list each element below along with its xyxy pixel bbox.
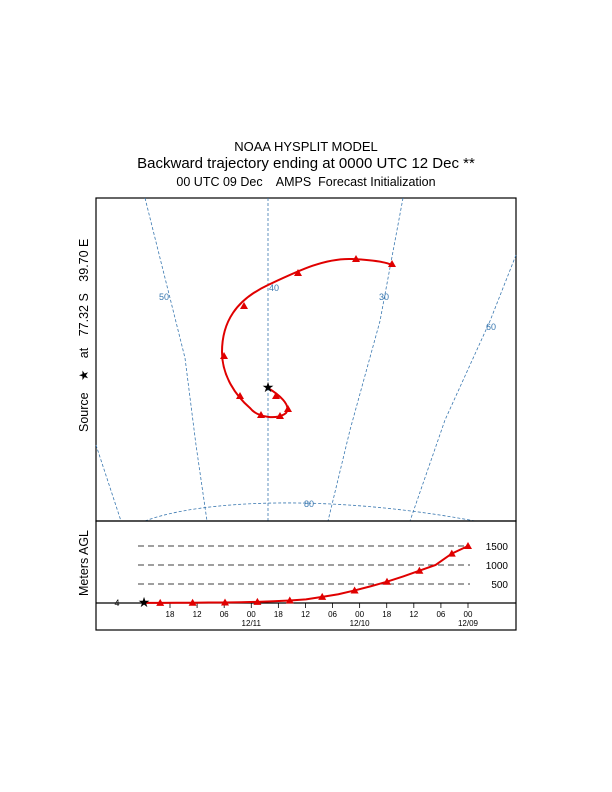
height-tick-labels: 1500 1000 500 — [486, 542, 509, 591]
map-grid-label: 60 — [486, 322, 496, 332]
trajectory-path — [220, 257, 393, 419]
trajectory-marker — [257, 411, 265, 418]
map-grid-line — [95, 444, 122, 522]
trajectory-marker — [240, 302, 248, 309]
height-marker — [285, 596, 294, 604]
height-marker — [221, 598, 229, 606]
chart-meta: 00 UTC 09 Dec AMPS Forecast Initializati… — [176, 175, 436, 189]
height-x-hour-label: 18 — [382, 610, 391, 619]
source-star-glyph: ★ — [76, 370, 91, 381]
source-lat: 77.32 S — [77, 293, 91, 336]
svg-text:Source ★ at: Source ★ at 77.32 S 39.70 E — [76, 239, 91, 432]
trajectory-marker — [294, 269, 302, 276]
map-grid-label: 40 — [269, 283, 279, 293]
height-x-hour-label: 12 — [301, 610, 310, 619]
map-grid-label: 50 — [159, 292, 169, 302]
source-label-at: at — [77, 347, 91, 358]
trajectory-marker — [236, 392, 244, 399]
trajectory — [220, 255, 396, 419]
height-x-date-label: 12/09 — [458, 619, 479, 628]
map-grid — [95, 197, 517, 522]
height-marker — [253, 597, 262, 605]
source-label: Source ★ at 77.32 S 39.70 E — [76, 239, 91, 432]
chart-title: NOAA HYSPLIT MODEL — [234, 139, 378, 154]
height-ylabel: Meters AGL — [77, 530, 91, 596]
height-x-hour-label: 06 — [328, 610, 337, 619]
height-tick-label: 500 — [491, 580, 508, 591]
height-marker — [318, 592, 327, 600]
source-label-prefix: Source — [77, 392, 91, 432]
height-source-star-icon: ★ — [138, 595, 151, 611]
trajectory-marker — [220, 352, 228, 359]
height-x-hour-label: 00 — [464, 610, 473, 619]
map-frame — [95, 197, 517, 522]
height-ylabel-text: Meters AGL — [77, 530, 91, 596]
height-x-hour-label: 12 — [409, 610, 418, 619]
height-x-date-label: 12/10 — [350, 619, 371, 628]
height-marker — [156, 598, 165, 606]
height-x-hour-label: 18 — [274, 610, 283, 619]
trajectory-marker — [276, 412, 284, 419]
height-marker — [415, 566, 424, 574]
height-gridlines — [138, 545, 470, 585]
trajectory-marker — [352, 255, 360, 262]
height-x-hour-label: 12 — [193, 610, 202, 619]
height-x-hour-label: 18 — [166, 610, 175, 619]
height-marker — [188, 598, 197, 606]
height-x-hour-label: 00 — [355, 610, 364, 619]
height-tick-label: 1000 — [486, 561, 509, 572]
source-marker: ★ — [262, 380, 275, 396]
height-tick-label: 1500 — [486, 542, 509, 553]
trajectory-marker — [272, 392, 280, 399]
map-grid-label: 30 — [379, 292, 389, 302]
height-x-hour-label: 00 — [247, 610, 256, 619]
height-series — [144, 542, 472, 606]
map-grid-line — [144, 502, 476, 522]
height-marker — [447, 549, 456, 557]
height-frame — [95, 520, 517, 631]
height-marker — [383, 577, 391, 585]
height-y-axis-value: 4 — [114, 598, 119, 608]
map-grid-line — [144, 197, 208, 522]
map-panel: 50 40 30 60 80 ★ — [95, 197, 517, 522]
height-marker — [350, 586, 359, 594]
map-grid-labels: 50 40 30 60 80 — [159, 283, 496, 509]
map-grid-line — [327, 197, 404, 522]
height-x-hour-label: 06 — [220, 610, 229, 619]
source-lon: 39.70 E — [77, 239, 91, 282]
trajectory-marker — [388, 260, 396, 267]
height-x-hour-label: 06 — [436, 610, 445, 619]
trajectory-marker — [284, 405, 292, 412]
map-grid-label: 80 — [304, 499, 314, 509]
map-grid-line — [409, 254, 517, 522]
height-series-line — [144, 545, 469, 604]
height-x-date-label: 12/11 — [242, 619, 262, 628]
chart-subtitle: Backward trajectory ending at 0000 UTC 1… — [137, 155, 475, 172]
source-star-icon: ★ — [262, 380, 275, 396]
height-marker — [464, 542, 472, 549]
